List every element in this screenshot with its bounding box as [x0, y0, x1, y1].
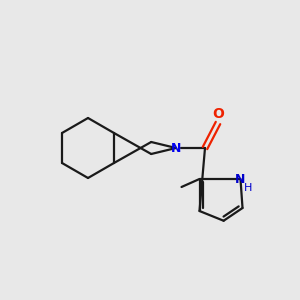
Text: H: H: [244, 183, 253, 193]
Text: O: O: [212, 107, 224, 121]
Text: N: N: [171, 142, 181, 154]
Text: N: N: [235, 173, 246, 187]
